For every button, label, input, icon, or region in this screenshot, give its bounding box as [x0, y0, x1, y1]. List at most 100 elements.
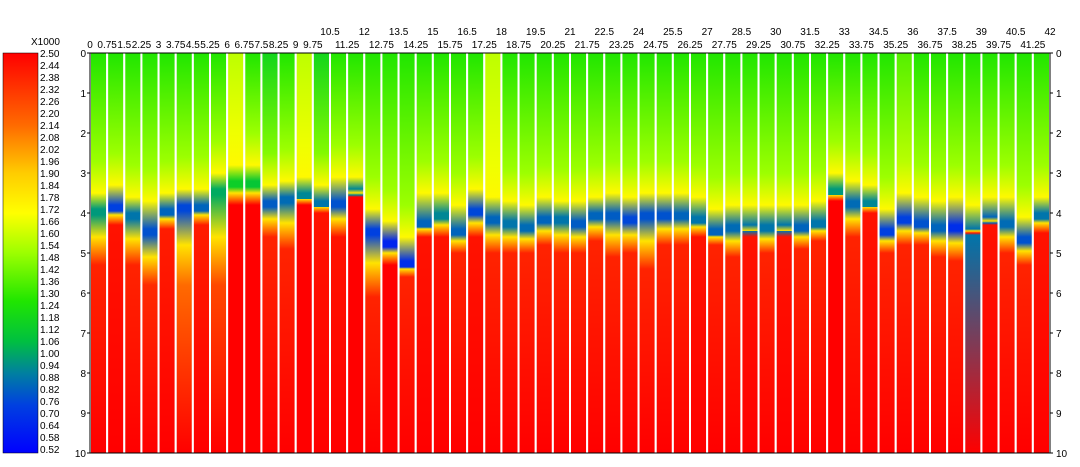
heatmap-column [673, 53, 689, 453]
x-tick-label: 19.5 [526, 27, 546, 38]
colorbar-label: 1.60 [40, 229, 60, 240]
x-tick-label: 13.5 [389, 27, 409, 38]
y-tick-label-left: 1 [80, 89, 86, 100]
x-tick-label: 40.5 [1006, 27, 1026, 38]
y-tick-label-left: 6 [80, 289, 86, 300]
y-tick-label-left: 5 [80, 249, 86, 260]
x-tick-label: 32.25 [815, 40, 840, 51]
colorbar-label: 0.94 [40, 361, 60, 372]
heatmap-column [845, 53, 861, 453]
x-tick-label: 9 [293, 40, 299, 51]
x-tick-label: 30 [770, 27, 782, 38]
x-tick-label: 30.75 [780, 40, 805, 51]
colorbar-label: 1.30 [40, 289, 60, 300]
heatmap-column [433, 53, 449, 453]
x-tick-label: 36 [907, 27, 919, 38]
x-tick-label: 2.25 [132, 40, 152, 51]
heatmap-column [451, 53, 467, 453]
colorbar-label: 1.18 [40, 313, 60, 324]
heatmap-column [828, 53, 844, 453]
x-tick-label: 35.25 [883, 40, 908, 51]
colorbar-label: 1.78 [40, 193, 60, 204]
x-tick-label: 39 [976, 27, 988, 38]
colorbar-label: 2.20 [40, 109, 60, 120]
x-tick-label: 24.75 [643, 40, 668, 51]
colorbar-label: 0.70 [40, 409, 60, 420]
y-tick-label-left: 0 [80, 49, 86, 60]
colorbar-label: 1.00 [40, 349, 60, 360]
heatmap-column [279, 53, 295, 453]
heatmap-column [1016, 53, 1032, 453]
x-tick-label: 24 [633, 27, 645, 38]
colorbar-label: 0.76 [40, 397, 60, 408]
x-tick-label: 6 [224, 40, 230, 51]
y-tick-label-right: 5 [1056, 249, 1062, 260]
heatmap-column [416, 53, 432, 453]
colorbar-label: 0.52 [40, 445, 60, 456]
x-tick-label: 25.5 [663, 27, 683, 38]
y-axis-right: 0 1 2 3 4 5 6 7 8 9 10 [1050, 49, 1068, 460]
x-tick-label: 0 [87, 40, 93, 51]
colorbar-label: 1.42 [40, 265, 60, 276]
x-tick-label: 4.5 [186, 40, 200, 51]
x-tick-label: 27 [702, 27, 714, 38]
x-tick-label: 0.75 [97, 40, 117, 51]
colorbar-labels: 2.502.442.382.322.262.202.142.082.021.96… [40, 49, 60, 456]
y-tick-label-right: 2 [1056, 129, 1062, 140]
heatmap-column [1033, 53, 1049, 453]
heatmap-column [913, 53, 929, 453]
y-tick-label-right: 3 [1056, 169, 1062, 180]
heatmap-column [896, 53, 912, 453]
colorbar: X1000 2.502.442.382.322.262.202.142.082.… [2, 37, 60, 456]
heatmap-column [262, 53, 278, 453]
colorbar-label: 1.06 [40, 337, 60, 348]
y-tick-label-right: 1 [1056, 89, 1062, 100]
x-tick-label: 31.5 [800, 27, 820, 38]
colorbar-label: 1.66 [40, 217, 60, 228]
heatmap-column [348, 53, 364, 453]
colorbar-label: 2.08 [40, 133, 60, 144]
x-tick-label: 27.75 [712, 40, 737, 51]
y-tick-label-left: 3 [80, 169, 86, 180]
colorbar-label: 1.84 [40, 181, 60, 192]
heatmap-column [588, 53, 604, 453]
x-tick-label: 18.75 [506, 40, 531, 51]
x-tick-label: 34.5 [869, 27, 889, 38]
colorbar-label: 0.64 [40, 421, 60, 432]
heatmap-column [965, 53, 981, 453]
x-tick-label: 33 [839, 27, 851, 38]
y-tick-label-right: 6 [1056, 289, 1062, 300]
heatmap-column [708, 53, 724, 453]
x-tick-label: 28.5 [732, 27, 752, 38]
colorbar-label: 1.12 [40, 325, 60, 336]
x-tick-label: 38.25 [952, 40, 977, 51]
y-tick-label-right: 4 [1056, 209, 1062, 220]
y-tick-label-left: 2 [80, 129, 86, 140]
heatmap-column [193, 53, 209, 453]
heatmap-column [639, 53, 655, 453]
x-tick-label: 5.25 [200, 40, 220, 51]
colorbar-label: 2.26 [40, 97, 60, 108]
x-tick-label: 3.75 [166, 40, 186, 51]
x-tick-label: 3 [156, 40, 162, 51]
x-tick-label: 6.75 [235, 40, 255, 51]
heatmap-column [999, 53, 1015, 453]
y-tick-label-right: 10 [1056, 449, 1068, 460]
y-tick-label-left: 4 [80, 209, 86, 220]
colorbar-label: 1.72 [40, 205, 60, 216]
heatmap-column [502, 53, 518, 453]
x-tick-label: 12 [359, 27, 371, 38]
x-tick-label: 42 [1044, 27, 1056, 38]
colorbar-label: 1.24 [40, 301, 60, 312]
y-tick-label-right: 7 [1056, 329, 1062, 340]
colorbar-label: 0.58 [40, 433, 60, 444]
heatmap-column [948, 53, 964, 453]
heatmap-column [211, 53, 227, 453]
x-tick-label: 21.75 [575, 40, 600, 51]
x-tick-label: 36.75 [917, 40, 942, 51]
y-axis-left: 0 1 2 3 4 5 6 7 8 9 10 [75, 49, 90, 460]
y-tick-label-left: 7 [80, 329, 86, 340]
y-tick-label-right: 9 [1056, 409, 1062, 420]
